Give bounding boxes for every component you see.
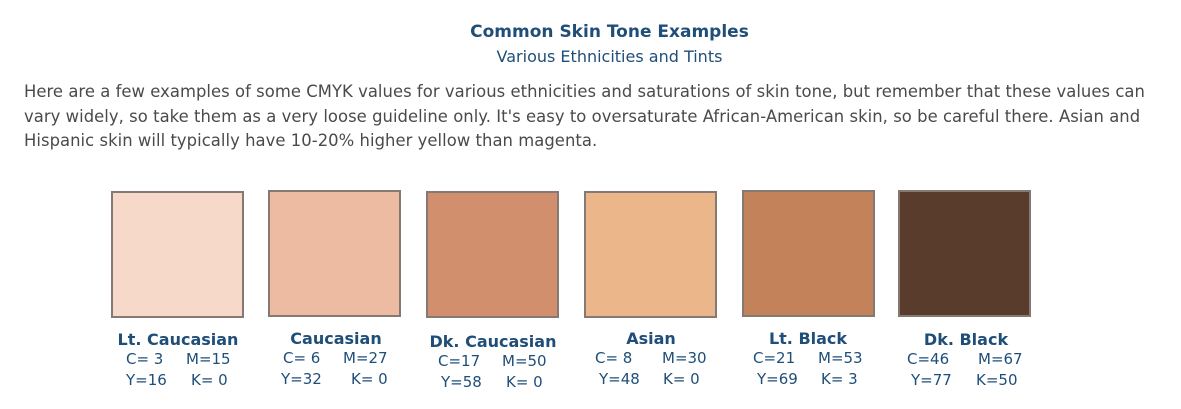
color-swatch <box>584 191 717 318</box>
cmyk-m-value: M=27 <box>343 349 388 367</box>
cmyk-y-value: Y=69 <box>757 370 798 388</box>
cmyk-c-value: C=17 <box>438 352 481 370</box>
intro-paragraph: Here are a few examples of some CMYK val… <box>24 82 1145 150</box>
cmyk-c-value: C= 6 <box>283 349 321 367</box>
cmyk-c-value: C=21 <box>753 349 796 367</box>
cmyk-c-value: C=46 <box>907 350 950 368</box>
cmyk-y-value: Y=77 <box>911 371 952 389</box>
cmyk-k-value: K= 3 <box>821 370 858 388</box>
color-swatch <box>742 190 875 317</box>
color-swatch <box>426 191 559 318</box>
cmyk-m-value: M=67 <box>978 350 1023 368</box>
color-swatch <box>111 191 244 318</box>
swatch-label: Dk. Caucasian <box>429 332 557 351</box>
cmyk-m-value: M=30 <box>662 349 707 367</box>
cmyk-k-value: K= 0 <box>663 370 700 388</box>
swatch-label: Caucasian <box>290 329 382 348</box>
color-swatch <box>268 190 401 317</box>
cmyk-k-value: K= 0 <box>191 371 228 389</box>
cmyk-y-value: Y=58 <box>441 373 482 391</box>
cmyk-c-value: C= 8 <box>595 349 633 367</box>
cmyk-k-value: K= 0 <box>506 373 543 391</box>
cmyk-k-value: K=50 <box>976 371 1018 389</box>
swatch-label: Lt. Black <box>768 329 848 348</box>
swatch-label: Asian <box>626 329 676 348</box>
cmyk-y-value: Y=32 <box>281 370 322 388</box>
color-swatch <box>898 190 1031 317</box>
cmyk-m-value: M=50 <box>502 352 547 370</box>
cmyk-m-value: M=15 <box>186 350 231 368</box>
cmyk-y-value: Y=48 <box>599 370 640 388</box>
page-subtitle: Various Ethnicities and Tints <box>496 47 723 66</box>
swatch-label: Lt. Caucasian <box>117 330 239 349</box>
swatch-label: Dk. Black <box>923 330 1009 349</box>
cmyk-m-value: M=53 <box>818 349 863 367</box>
page-title: Common Skin Tone Examples <box>470 22 749 42</box>
cmyk-c-value: C= 3 <box>126 350 164 368</box>
cmyk-y-value: Y=16 <box>126 371 167 389</box>
cmyk-k-value: K= 0 <box>351 370 388 388</box>
